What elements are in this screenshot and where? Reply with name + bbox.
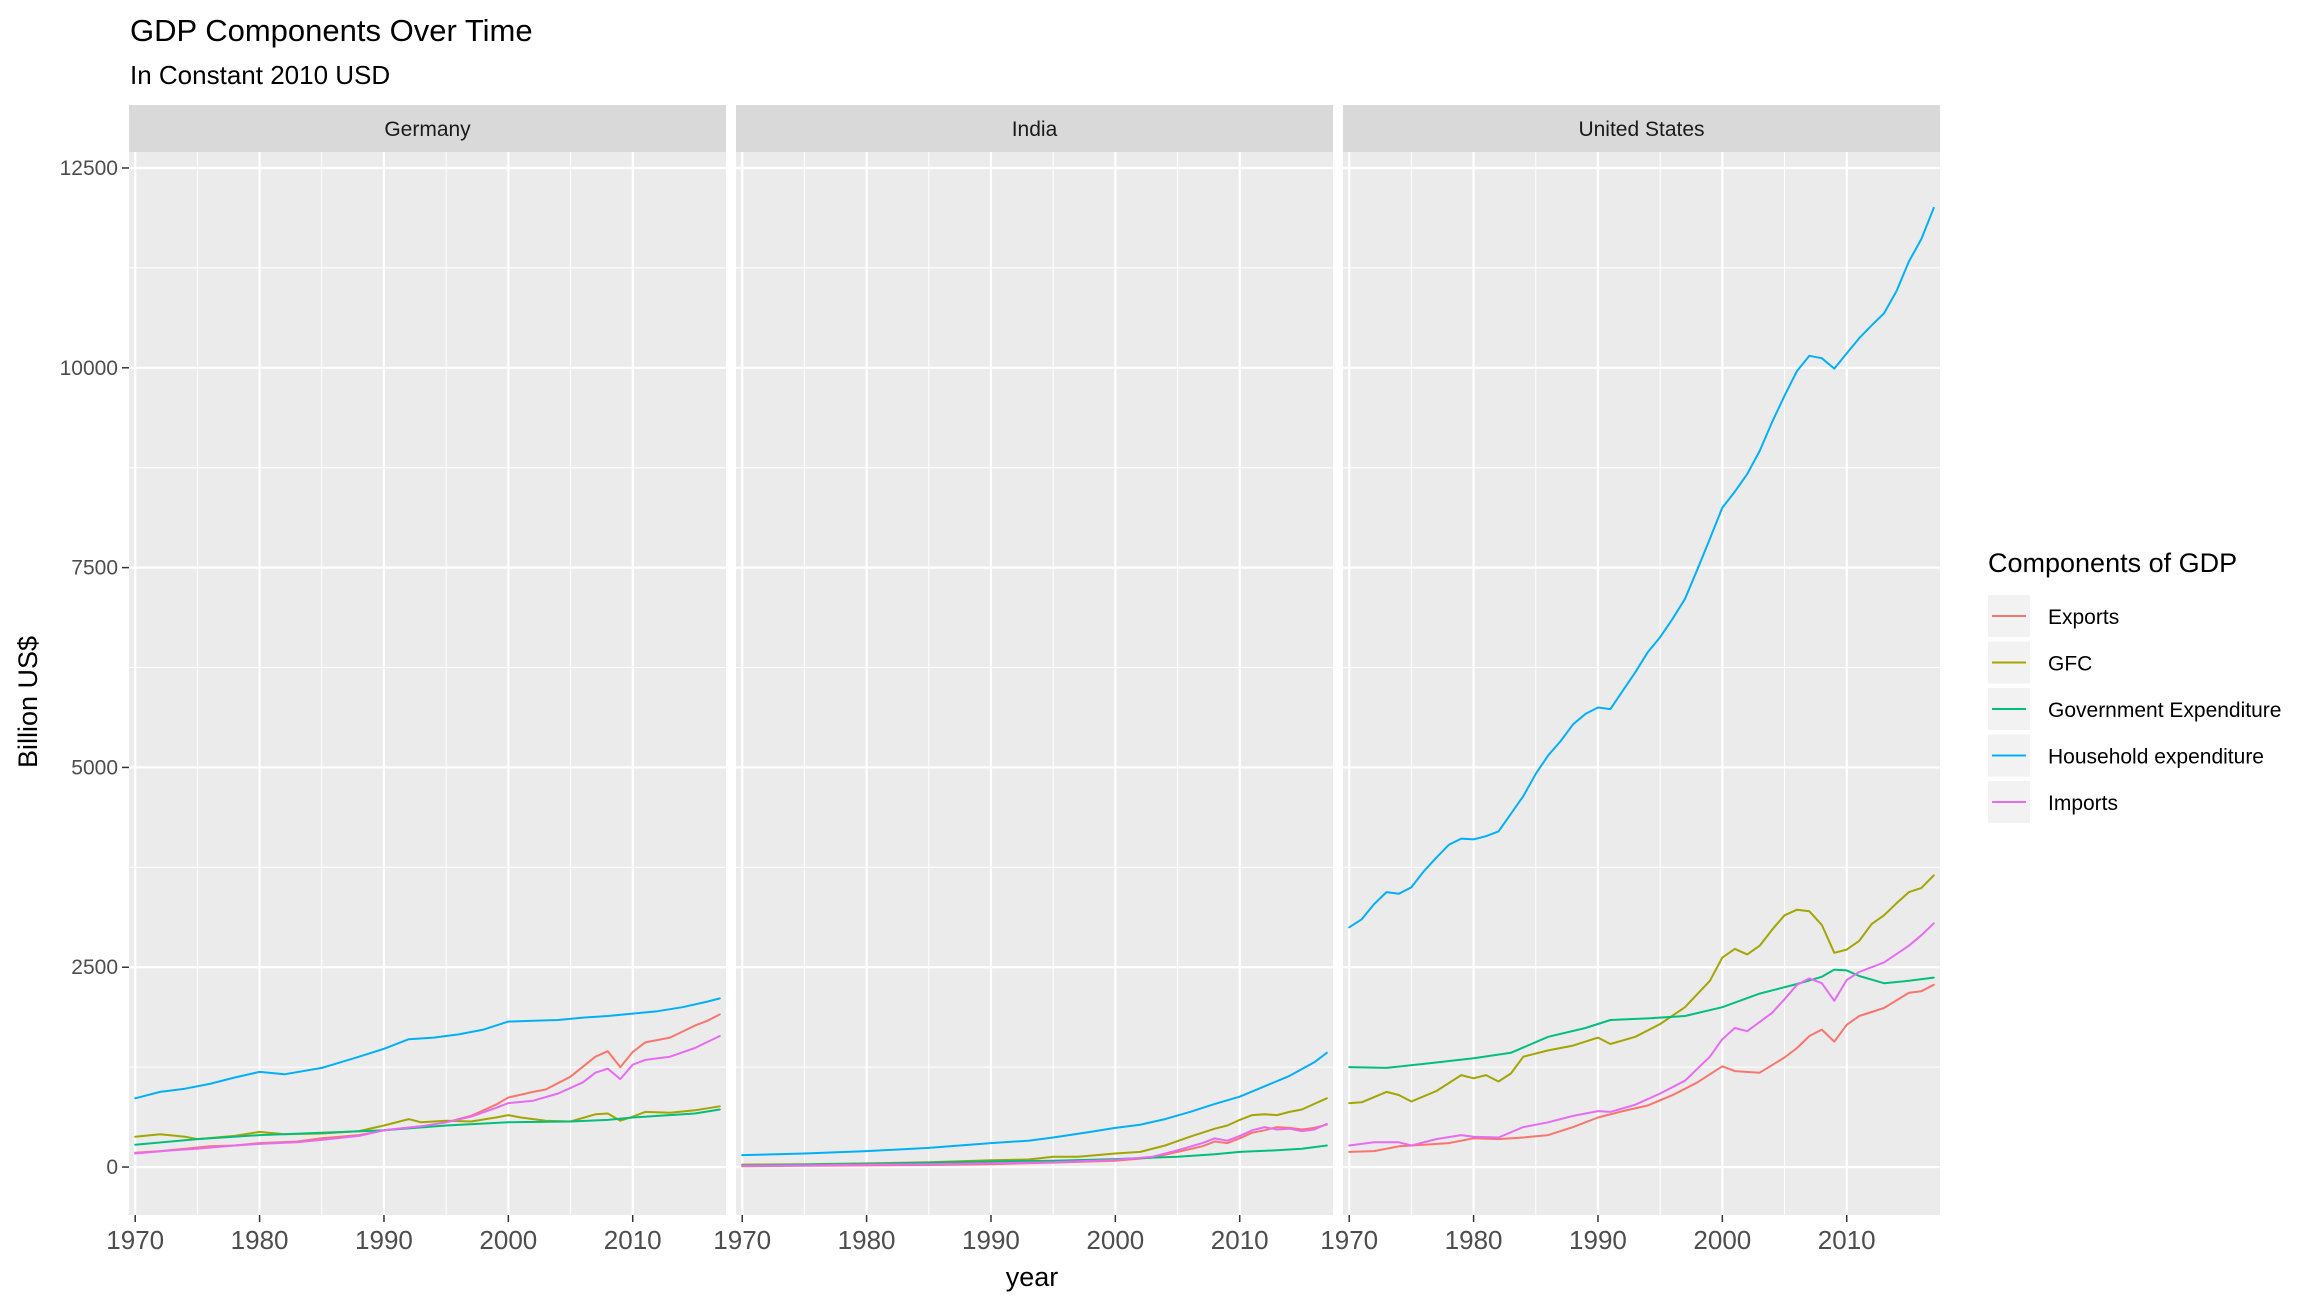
chart-subtitle: In Constant 2010 USD (130, 60, 390, 90)
facet-strip-label: India (1012, 118, 1058, 141)
panel-background (736, 152, 1333, 1215)
legend-item-exports: Exports (1988, 595, 2119, 637)
facet-strip (1343, 105, 1940, 152)
panel-background (1343, 152, 1940, 1215)
legend-label: Household expenditure (2048, 746, 2264, 769)
legend-item-imports: Imports (1988, 781, 2118, 823)
chart-title: GDP Components Over Time (130, 13, 533, 48)
x-tick-label: 1970 (1320, 1225, 1378, 1255)
panel-india: India 1970 1980 1990 2000 2010 (713, 105, 1333, 1255)
y-tick-label: 7500 (71, 557, 118, 580)
series-line-imports (134, 1035, 721, 1155)
facet-strip-label: Germany (384, 118, 471, 141)
legend-title: Components of GDP (1988, 548, 2237, 578)
series-line-government-expenditure (134, 1108, 721, 1146)
legend-label: Exports (2048, 606, 2119, 629)
series-line-household-expenditure (1348, 206, 1935, 929)
x-tick-label: 2000 (1693, 1225, 1751, 1255)
panel-background (129, 152, 726, 1215)
y-tick-label: 2500 (71, 956, 118, 979)
x-tick-label: 1970 (713, 1225, 771, 1255)
x-axis-title: year (1006, 1262, 1059, 1292)
x-tick-label: 2000 (479, 1225, 537, 1255)
x-tick-label: 1990 (1569, 1225, 1627, 1255)
y-axis-title: Billion US$ (13, 636, 43, 768)
legend-item-household-expenditure: Household expenditure (1988, 734, 2264, 777)
series-line-exports (1348, 983, 1935, 1153)
y-tick-label: 5000 (71, 756, 118, 779)
x-tick-label: 1970 (106, 1225, 164, 1255)
x-tick-label: 2010 (1818, 1225, 1876, 1255)
facet-panels: Germany 1970 1980 1990 2000 2010 India 1970 1980… (106, 105, 1940, 1255)
x-tick-label: 1980 (231, 1225, 289, 1255)
series-line-imports (741, 1122, 1328, 1167)
series-line-imports (1348, 922, 1935, 1147)
series-line-government-expenditure (1348, 968, 1935, 1069)
legend-label: GFC (2048, 653, 2092, 676)
y-tick-label: 0 (106, 1156, 118, 1179)
panel-germany: Germany 1970 1980 1990 2000 2010 (106, 105, 726, 1255)
legend-label: Imports (2048, 792, 2118, 815)
y-axis: 0 2500 5000 7500 10000 12500 (60, 157, 129, 1179)
x-tick-label: 1980 (838, 1225, 896, 1255)
series-line-household-expenditure (741, 1051, 1328, 1157)
series-line-household-expenditure (134, 997, 721, 1100)
legend-item-government-expenditure: Government Expenditure (1988, 688, 2281, 730)
x-tick-label: 2010 (604, 1225, 662, 1255)
legend-label: Government Expenditure (2048, 699, 2281, 722)
x-tick-label: 1990 (962, 1225, 1020, 1255)
panel-united-states: United States 1970 1980 1990 2000 2010 (1320, 105, 1940, 1255)
x-tick-label: 2010 (1211, 1225, 1269, 1255)
legend: Components of GDP Exports GFC Government E… (1988, 548, 2281, 823)
legend-item-gfc: GFC (1988, 641, 2092, 684)
x-tick-label: 2000 (1086, 1225, 1144, 1255)
facet-strip-label: United States (1578, 118, 1704, 141)
x-tick-label: 1990 (355, 1225, 413, 1255)
facet-strip (736, 105, 1333, 152)
facet-strip (129, 105, 726, 152)
y-tick-label: 10000 (60, 357, 118, 380)
x-tick-label: 1980 (1445, 1225, 1503, 1255)
y-tick-label: 12500 (60, 157, 118, 180)
series-line-gfc (1348, 874, 1935, 1105)
